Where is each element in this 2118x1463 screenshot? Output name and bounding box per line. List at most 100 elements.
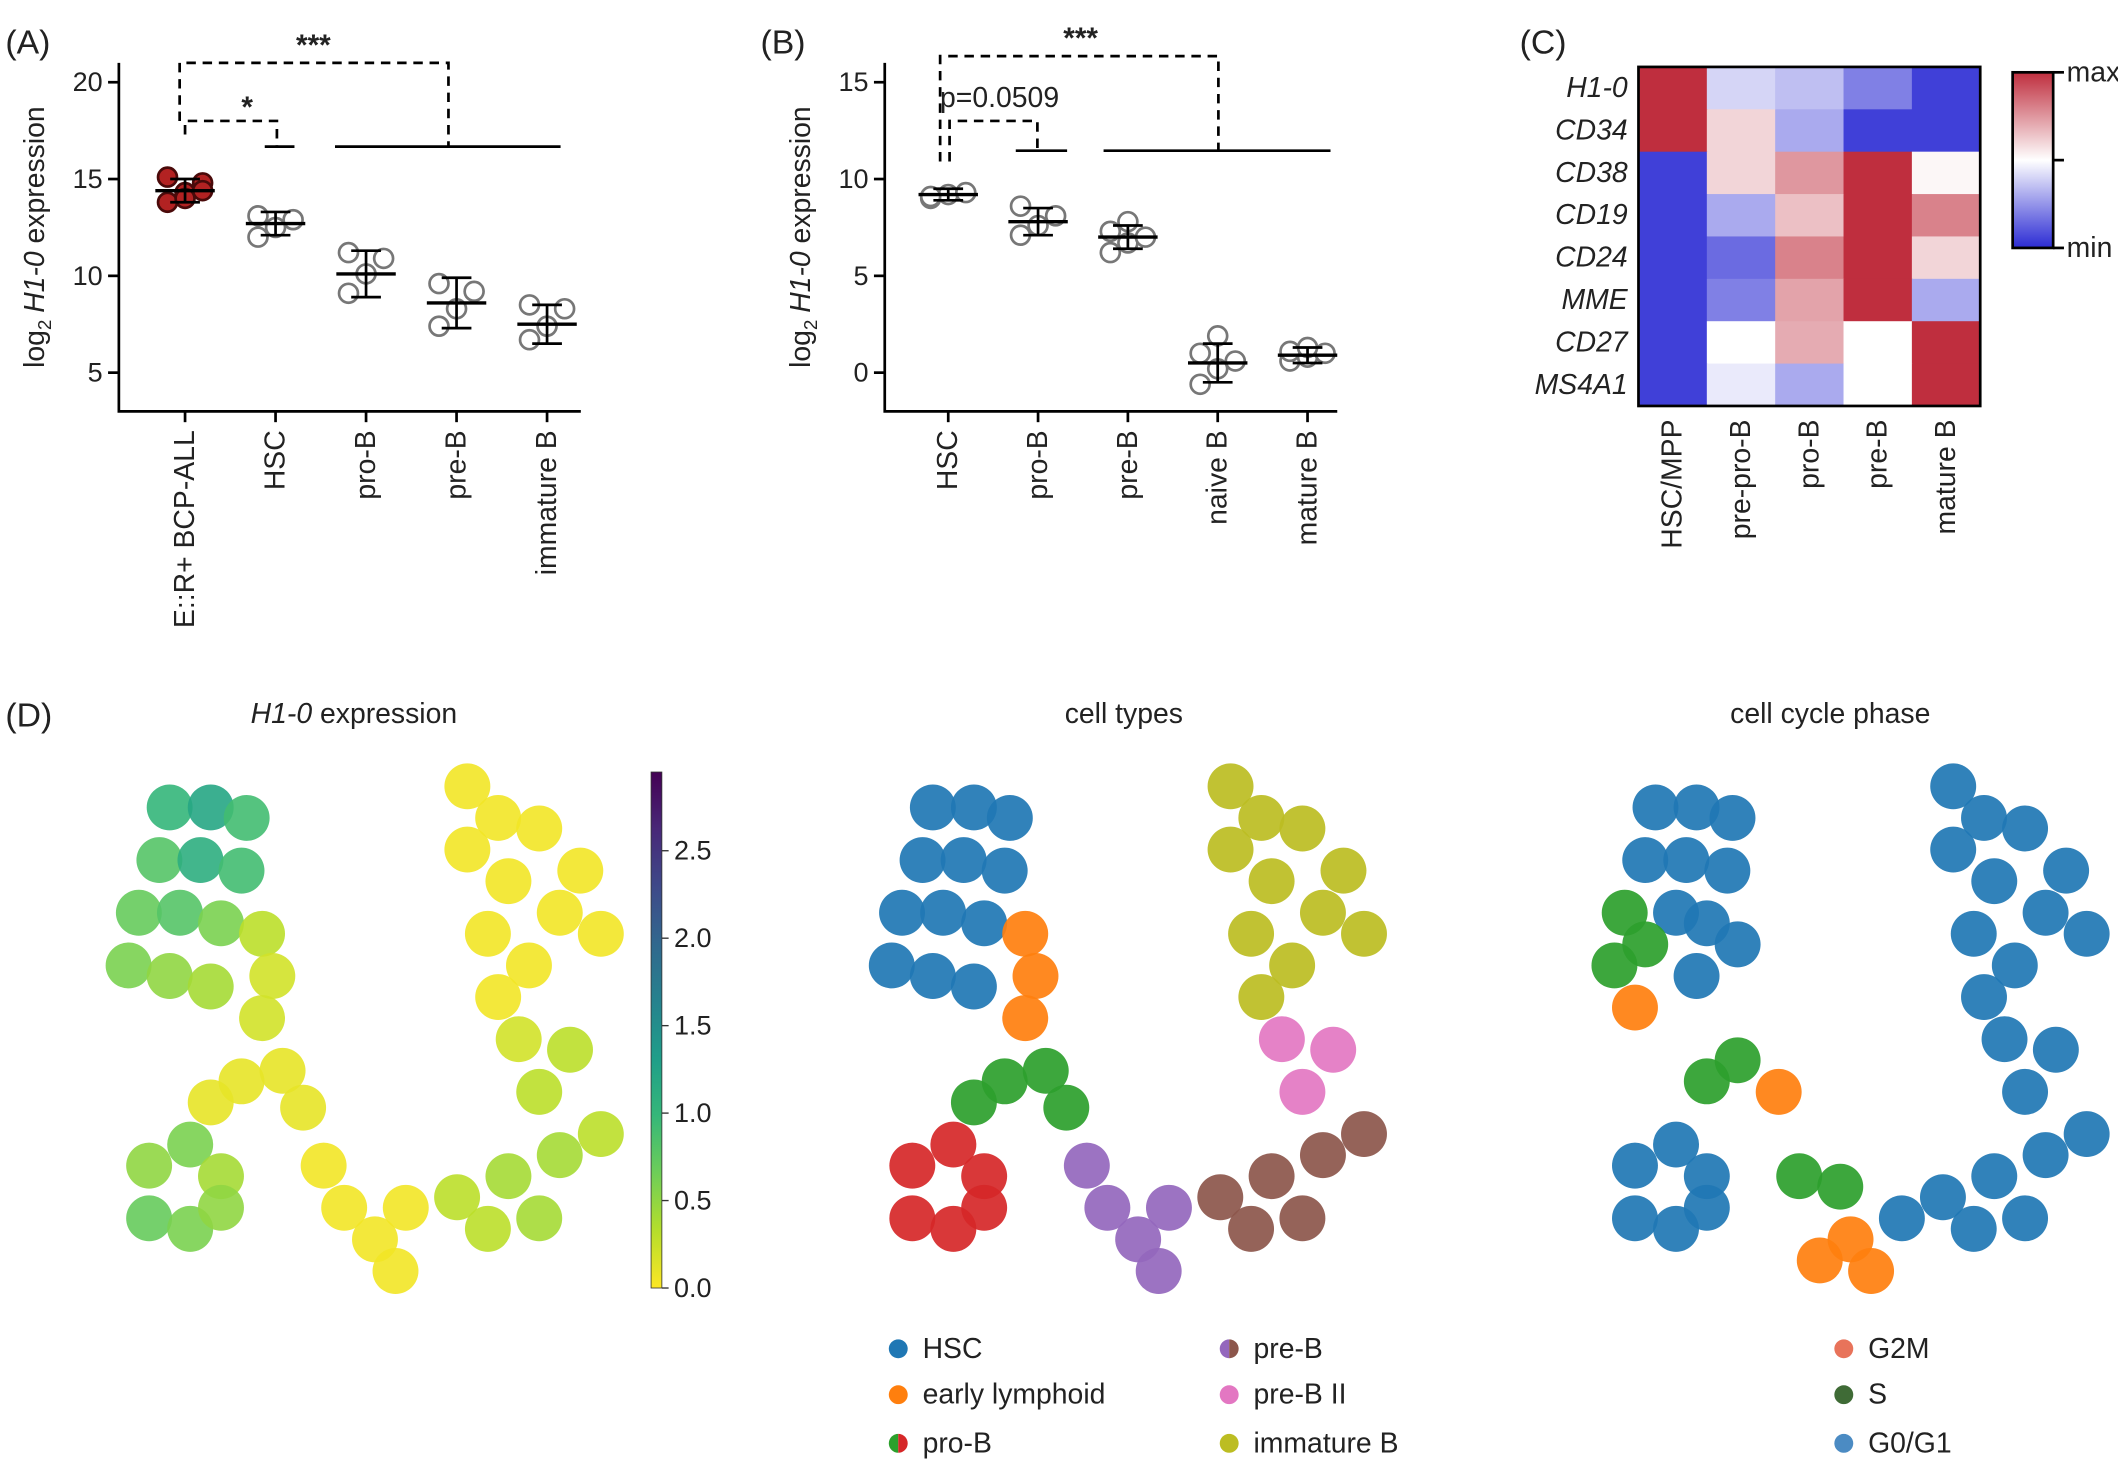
cell-point <box>1961 974 2007 1021</box>
colorbar-label: 1.0 <box>674 1098 712 1128</box>
y-tick-label: 20 <box>73 67 103 97</box>
cell-point <box>547 1026 593 1073</box>
cell-point <box>2002 1195 2049 1242</box>
data-point <box>428 315 450 337</box>
data-point <box>247 226 269 248</box>
data-point <box>1279 340 1301 363</box>
heatmap-cell <box>1911 151 1981 195</box>
cell-point <box>577 1111 624 1157</box>
cell-point <box>2002 805 2049 852</box>
legend-marker <box>1834 1385 1854 1405</box>
cell-point <box>464 910 511 957</box>
data-point <box>156 166 179 188</box>
colorbar-label: 0.0 <box>674 1273 712 1303</box>
data-point <box>1189 373 1211 396</box>
cell-point <box>899 837 946 884</box>
legend-marker <box>1229 1339 1239 1359</box>
heatmap-cell <box>1638 66 1708 110</box>
colorbar-label: min <box>2067 232 2113 264</box>
column-label: HSC/MPP <box>1657 419 1689 548</box>
data-point <box>518 328 541 351</box>
data-point <box>337 241 360 264</box>
column-label: pre-B <box>1862 419 1894 488</box>
sd-bar <box>933 187 964 202</box>
cell-point <box>198 1184 244 1231</box>
cell-point <box>1299 1132 1346 1179</box>
cell-point <box>1279 805 1326 852</box>
cell-point <box>1135 1248 1182 1294</box>
cell-point <box>981 847 1028 894</box>
column-label: mature B <box>1930 419 1962 534</box>
cell-point <box>115 889 162 936</box>
colorbar-label: 1.5 <box>674 1011 712 1041</box>
legend-label: immature B <box>1254 1427 1399 1459</box>
cell-point <box>2063 910 2110 957</box>
cell-point <box>1612 1142 1658 1189</box>
cell-point <box>1084 1184 1131 1231</box>
cell-point <box>1776 1153 1823 1200</box>
legend-marker <box>888 1385 908 1405</box>
x-tick-label: pro-B <box>1022 430 1054 499</box>
cell-point <box>1930 826 1977 873</box>
cell-point <box>105 942 152 989</box>
cell-point <box>1673 784 1720 831</box>
sd-bar <box>170 177 200 204</box>
cell-point <box>1238 974 1285 1021</box>
cell-point <box>126 1142 173 1189</box>
sd-bar <box>260 210 291 237</box>
cell-point <box>1704 847 1751 894</box>
cell-point <box>126 1195 173 1242</box>
annotation: *** <box>296 29 331 62</box>
data-point <box>553 297 576 320</box>
heatmap-cell <box>1638 109 1708 153</box>
cell-point <box>146 784 193 831</box>
cell-point <box>187 784 234 831</box>
data-point <box>463 280 485 303</box>
cell-point <box>156 889 203 936</box>
label-part: 2 <box>801 320 822 331</box>
heatmap-cell <box>1638 321 1708 365</box>
column-label: pre-pro-B <box>1725 419 1757 539</box>
heatmap-cell <box>1843 236 1913 280</box>
cell-point <box>1991 942 2038 989</box>
cell-point <box>1258 1016 1305 1063</box>
cell-point <box>986 794 1033 841</box>
label-part: expression <box>785 106 817 251</box>
chart-title: cell types <box>1065 698 1183 730</box>
heatmap-cell <box>1706 278 1776 322</box>
cell-point <box>1612 1195 1658 1242</box>
row-label: CD34 <box>1555 114 1628 146</box>
cell-point <box>1971 858 2018 905</box>
heatmap-cell <box>1775 66 1845 110</box>
heatmap-cell <box>1706 109 1776 153</box>
cell-point <box>961 1184 1008 1231</box>
sd-bar <box>1023 206 1053 237</box>
sd-bar <box>532 303 562 345</box>
heatmap-cell <box>1775 363 1845 407</box>
x-tick-label: pre-B <box>1112 430 1144 499</box>
heatmap-cell <box>1911 194 1981 238</box>
cell-point <box>198 900 244 947</box>
annotation: *** <box>1063 22 1098 55</box>
cell-point <box>950 1079 997 1126</box>
row-label: CD24 <box>1555 242 1628 274</box>
heatmap-cell <box>1843 321 1913 365</box>
cell-point <box>2002 1068 2049 1115</box>
panel-label: (A) <box>5 24 50 62</box>
cell-point <box>1341 1111 1387 1157</box>
legend-marker <box>888 1433 899 1453</box>
cell-point <box>909 953 956 999</box>
cell-point <box>495 1016 542 1063</box>
y-tick-label: 5 <box>854 261 869 291</box>
heatmap-cell <box>1775 278 1845 322</box>
heatmap-cell <box>1706 66 1776 110</box>
legend-label: S <box>1868 1379 1887 1411</box>
cell-point <box>1279 1195 1326 1242</box>
legend-marker <box>1834 1433 1854 1453</box>
cell-point <box>516 1195 563 1242</box>
cell-point <box>1591 942 1638 989</box>
heatmap-cell <box>1911 66 1981 110</box>
chart-title: H1-0 expression <box>251 698 458 730</box>
cell-point <box>961 900 1008 947</box>
row-label: MME <box>1562 284 1629 316</box>
